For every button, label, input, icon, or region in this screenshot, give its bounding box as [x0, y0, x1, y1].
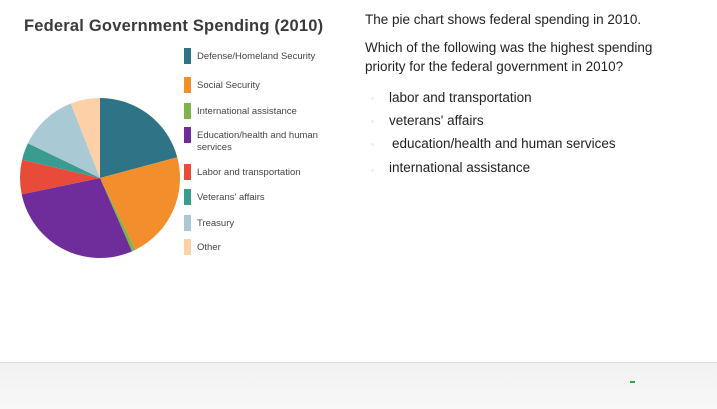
- legend-swatch: [184, 215, 191, 231]
- legend-label: Treasury: [197, 218, 235, 229]
- pie-slice-0: [100, 98, 178, 178]
- question-block: The pie chart shows federal spending in …: [365, 10, 695, 85]
- legend-swatch: [184, 77, 191, 93]
- pie-slice-3: [21, 178, 132, 258]
- legend-label: International assistance: [197, 106, 297, 117]
- pie-slice-7: [70, 98, 100, 178]
- pie-slice-2: [100, 178, 136, 252]
- legend-swatch: [184, 103, 191, 119]
- answer-option-label[interactable]: education/health and human services: [392, 136, 616, 151]
- radio-button[interactable]: [371, 120, 374, 123]
- footer-mark: [630, 381, 635, 383]
- radio-button[interactable]: [371, 169, 374, 172]
- legend-swatch: [184, 48, 191, 64]
- legend-swatch: [184, 164, 191, 180]
- legend-swatch: [184, 189, 191, 205]
- legend-label: Veterans' affairs: [197, 192, 265, 203]
- legend-label: Labor and transportation: [197, 167, 301, 178]
- legend-swatch: [184, 239, 191, 255]
- question-intro: The pie chart shows federal spending in …: [365, 12, 642, 27]
- footer-bar: [0, 362, 717, 409]
- legend-label: Other: [197, 242, 221, 253]
- legend-swatch: [184, 127, 191, 143]
- answer-option-label[interactable]: international assistance: [389, 160, 531, 175]
- question-prompt: Which of the following was the highest s…: [365, 40, 653, 74]
- chart-title: Federal Government Spending (2010): [24, 17, 324, 35]
- pie-chart: [20, 98, 180, 258]
- radio-button[interactable]: [371, 97, 374, 100]
- legend-label: Education/health and human services: [197, 130, 318, 153]
- answer-option-label[interactable]: veterans' affairs: [389, 113, 484, 128]
- pie-slice-5: [22, 143, 101, 178]
- legend-label: Social Security: [197, 80, 260, 91]
- answer-option-label[interactable]: labor and transportation: [389, 90, 532, 105]
- pie-slice-4: [20, 159, 100, 195]
- pie-slice-1: [100, 157, 180, 250]
- radio-button[interactable]: [371, 143, 374, 146]
- legend-label: Defense/Homeland Security: [197, 51, 316, 62]
- pie-slice-6: [27, 103, 101, 178]
